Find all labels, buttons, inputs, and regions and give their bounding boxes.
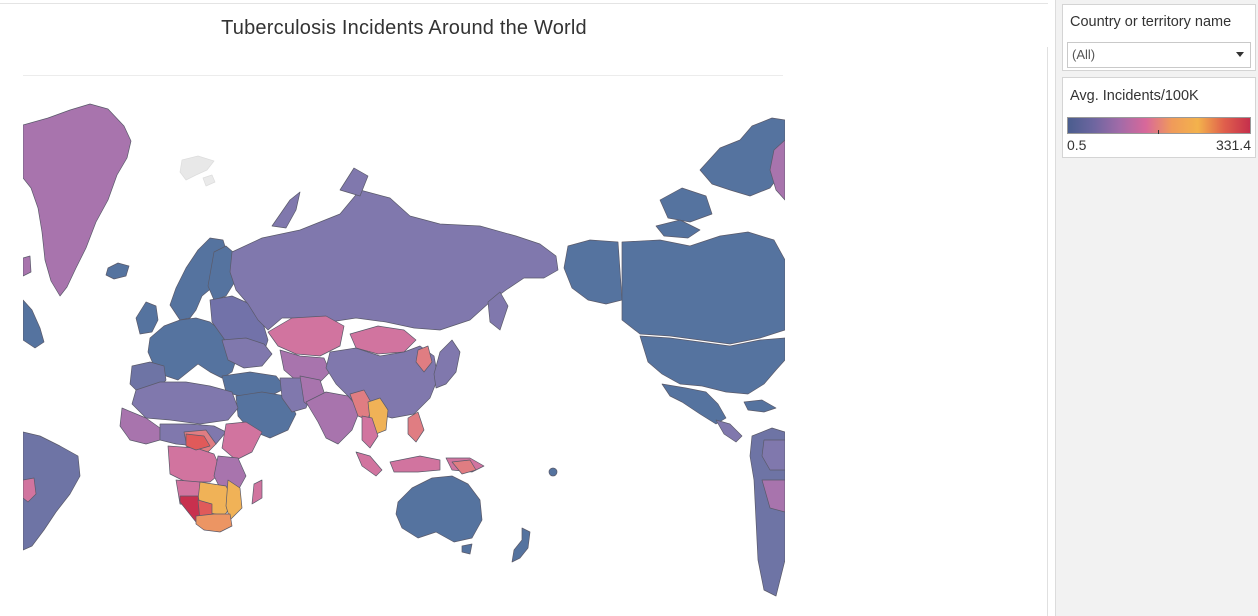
- country-edge-blue[interactable]: [23, 299, 45, 349]
- country-ethiopia-somalia[interactable]: [221, 421, 263, 461]
- country-indonesia[interactable]: [355, 451, 485, 477]
- legend-min-label: 0.5: [1067, 137, 1087, 153]
- country-south-africa[interactable]: [195, 513, 233, 533]
- country-alaska[interactable]: [563, 239, 623, 305]
- dropdown-arrow-icon: [1236, 52, 1244, 57]
- country-papua[interactable]: [451, 459, 477, 475]
- country-korea[interactable]: [415, 345, 433, 373]
- country-mexico[interactable]: [661, 383, 727, 425]
- country-congo[interactable]: [185, 433, 211, 451]
- country-japan[interactable]: [433, 339, 461, 389]
- country-south-america-pink[interactable]: [23, 477, 37, 503]
- country-filter-dropdown[interactable]: (All): [1067, 42, 1251, 68]
- country-iceland[interactable]: [105, 262, 130, 280]
- dropdown-button[interactable]: [1230, 43, 1250, 67]
- country-usa[interactable]: [639, 335, 785, 395]
- map-area[interactable]: [0, 47, 1048, 616]
- country-filter-card: Country or territory name (All): [1062, 4, 1256, 71]
- country-madagascar[interactable]: [251, 479, 263, 505]
- country-uk[interactable]: [135, 301, 159, 335]
- region-central-asia[interactable]: [279, 349, 331, 385]
- country-mozambique[interactable]: [225, 479, 243, 521]
- arctic-islands: [179, 155, 215, 181]
- country-ukraine[interactable]: [221, 337, 273, 369]
- region-central-america[interactable]: [715, 419, 743, 443]
- country-philippines[interactable]: [407, 411, 425, 443]
- region-north-africa[interactable]: [131, 381, 239, 425]
- island-pacific[interactable]: [548, 467, 558, 477]
- legend-color-ramp: [1067, 117, 1251, 134]
- country-russia[interactable]: [229, 189, 559, 331]
- world-map[interactable]: [23, 47, 785, 616]
- filter-title: Country or territory name: [1070, 14, 1232, 30]
- country-edge-north[interactable]: [23, 255, 32, 277]
- side-panel: Country or territory name (All) Avg. Inc…: [1055, 0, 1258, 616]
- legend-max-label: 331.4: [1215, 137, 1251, 153]
- dashboard-title: Tuberculosis Incidents Around the World: [221, 17, 587, 39]
- russia-peninsula[interactable]: [487, 291, 509, 331]
- country-greenland-east[interactable]: [769, 139, 785, 201]
- arctic-islands-small: [202, 174, 216, 187]
- region-central-africa[interactable]: [167, 445, 223, 483]
- legend-midpoint-tick: [1158, 130, 1159, 134]
- country-venezuela-colombia[interactable]: [761, 439, 785, 471]
- country-greenland[interactable]: [23, 103, 132, 297]
- region-south-america-west[interactable]: [23, 431, 81, 551]
- canada-arctic-islands[interactable]: [655, 117, 785, 239]
- region-west-africa[interactable]: [119, 407, 161, 445]
- title-bar: Tuberculosis Incidents Around the World: [0, 3, 1048, 49]
- country-australia[interactable]: [395, 475, 483, 543]
- country-tasmania[interactable]: [461, 543, 473, 555]
- color-legend-card: Avg. Incidents/100K 0.5 331.4: [1062, 77, 1256, 158]
- country-india[interactable]: [305, 391, 361, 445]
- country-bolivia-peru[interactable]: [761, 479, 785, 513]
- country-canada[interactable]: [621, 231, 785, 345]
- filter-selected-value: (All): [1072, 47, 1096, 62]
- country-new-zealand[interactable]: [511, 527, 531, 563]
- map-top-divider: [23, 75, 783, 76]
- region-caribbean[interactable]: [743, 399, 777, 413]
- country-thailand-cambodia[interactable]: [361, 415, 379, 449]
- country-kazakhstan[interactable]: [267, 315, 345, 357]
- legend-title: Avg. Incidents/100K: [1070, 88, 1199, 104]
- russia-north-islands[interactable]: [271, 167, 369, 229]
